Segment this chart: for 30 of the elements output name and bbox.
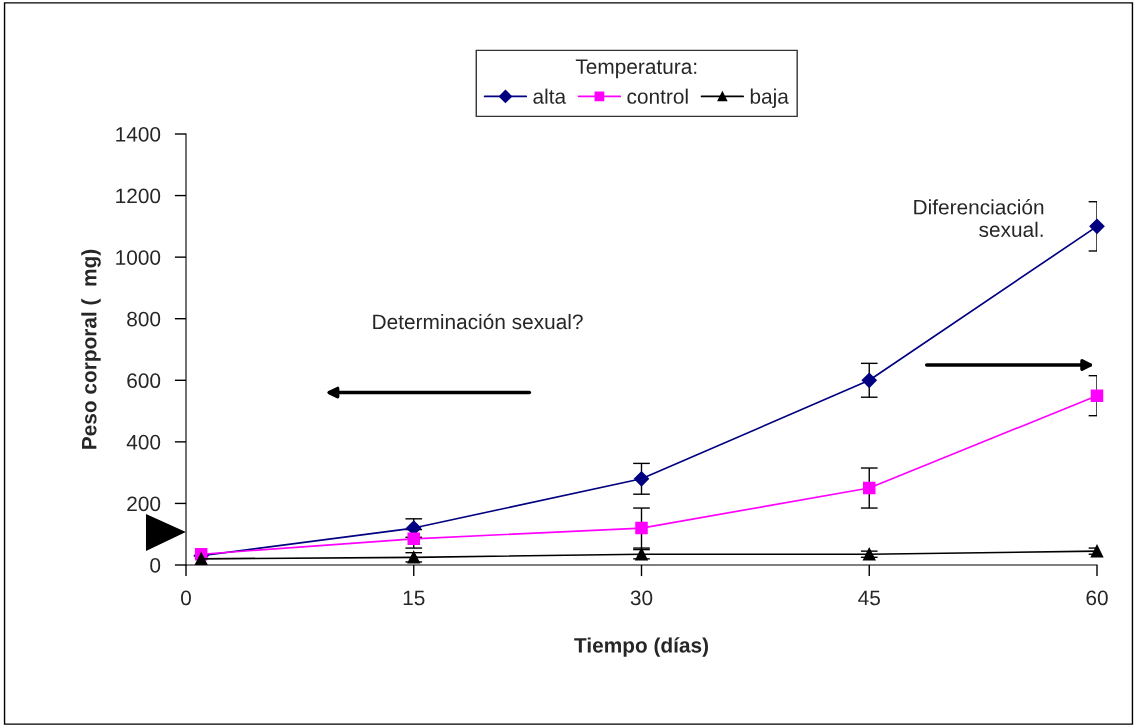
point bbox=[194, 552, 208, 566]
y-axis-title: Peso corporal ( mg) bbox=[81, 249, 101, 449]
annotation: Diferenciación sexual. bbox=[914, 199, 1044, 238]
y-tick-label: 1200 bbox=[116, 188, 161, 204]
y-tick-label: 600 bbox=[127, 373, 161, 389]
x-tick-label: 0 bbox=[181, 590, 191, 606]
point bbox=[861, 372, 877, 388]
point bbox=[1090, 389, 1104, 402]
point bbox=[1090, 544, 1104, 558]
y-tick-label: 1400 bbox=[116, 127, 161, 142]
x-tick-label: 60 bbox=[1086, 590, 1108, 606]
legend-label: alta bbox=[533, 88, 567, 104]
y-tick-label: 800 bbox=[127, 311, 161, 327]
legend-label: control bbox=[627, 88, 688, 104]
x-tick-label: 30 bbox=[630, 590, 653, 606]
y-tick-label: 0 bbox=[150, 558, 161, 573]
legend-title: Temperatura: bbox=[575, 59, 697, 79]
x-axis-title: Tiempo (días) bbox=[574, 637, 708, 657]
point bbox=[862, 481, 876, 495]
y-tick-label: 200 bbox=[127, 496, 161, 512]
legend-label: baja bbox=[750, 88, 789, 108]
x-tick-label: 15 bbox=[403, 590, 425, 606]
point bbox=[635, 521, 648, 535]
point bbox=[407, 532, 421, 546]
point bbox=[1089, 218, 1105, 234]
annotation: Determinación sexual? bbox=[373, 313, 583, 330]
point bbox=[633, 471, 650, 487]
y-tick-label: 1000 bbox=[116, 250, 161, 265]
x-tick-label: 45 bbox=[858, 590, 880, 606]
y-tick-label: 400 bbox=[126, 434, 161, 450]
